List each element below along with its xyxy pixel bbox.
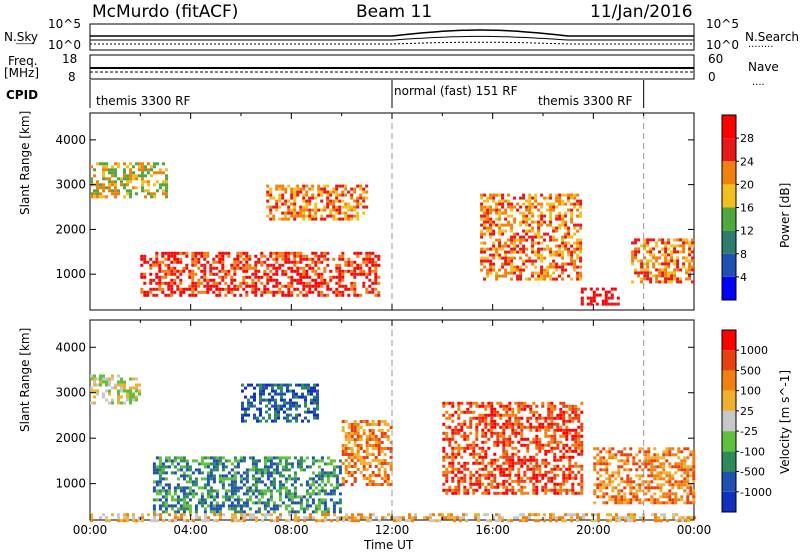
- power-colorbar-tick-label: 28: [740, 132, 754, 145]
- velocity-colorbar-cell: [722, 390, 736, 411]
- velocity-ytick-label: 2000: [55, 431, 86, 445]
- nsearch-label: N.Search: [745, 30, 800, 44]
- nave-dots: ....: [752, 77, 765, 88]
- power-colorbar-tick-label: 4: [740, 271, 747, 284]
- nsearch-tick-low: 10^0: [706, 38, 739, 52]
- nsky-underline: ____: [15, 35, 35, 45]
- nave-tick-high: 60: [708, 52, 724, 66]
- power-ytick-label: 3000: [55, 178, 86, 192]
- velocity-echo-region: [90, 374, 141, 405]
- power-colorbar-cell: [722, 161, 736, 185]
- power-colorbar-cell: [722, 230, 736, 254]
- nsearch-trace: [90, 35, 694, 41]
- power-ytick-label: 4000: [55, 133, 86, 147]
- power-colorbar-tick-label: 24: [740, 155, 754, 168]
- velocity-colorbar-cell: [722, 330, 736, 351]
- nave-tick-low: 0: [708, 70, 716, 84]
- power-colorbar-cell: [722, 207, 736, 231]
- velocity-colorbar-tick-label: 1000: [740, 344, 768, 357]
- velocity-colorbar-cell: [722, 410, 736, 432]
- time-xlabel: Time UT: [364, 538, 414, 552]
- velocity-echo-region: [341, 420, 393, 486]
- power-echo-region: [631, 238, 695, 284]
- freq-tick-low: 8: [68, 70, 76, 84]
- nsearch-tick-high: 10^5: [706, 17, 739, 31]
- velocity-colorbar-tick-label: 25: [740, 405, 754, 418]
- cpid-label: CPID: [6, 88, 39, 102]
- nsearch-dots: ........: [748, 39, 773, 50]
- velocity-ytick-label: 4000: [55, 340, 86, 354]
- velocity-echo-region: [442, 401, 584, 495]
- date-title: 11/Jan/2016: [590, 2, 693, 22]
- power-ytick-label: 1000: [55, 267, 86, 281]
- velocity-colorbar-cell: [722, 431, 736, 452]
- time-xtick-label: 04:00: [173, 523, 208, 537]
- time-xtick-label: 00:00: [73, 523, 108, 537]
- freq-label: Freq.: [8, 54, 38, 68]
- freq-unit-label: [MHz]: [4, 66, 40, 80]
- velocity-colorbar-tick-label: -500: [740, 466, 765, 479]
- velocity-colorbar-cell: [722, 350, 736, 371]
- nsky-tick-high: 10^5: [48, 17, 81, 31]
- velocity-colorbar-frame: [721, 329, 737, 513]
- time-xtick-label: 20:00: [576, 523, 611, 537]
- station-title: McMurdo (fitACF): [92, 2, 239, 22]
- power-echo-region: [266, 184, 369, 221]
- velocity-colorbar-tick-label: 500: [740, 364, 761, 377]
- cpid-segment-label: normal (fast) 151 RF: [394, 84, 518, 98]
- time-xtick-label: 00:00: [677, 523, 712, 537]
- power-colorbar-cell: [722, 115, 736, 139]
- power-colorbar-cell: [722, 184, 736, 208]
- power-ytick-label: 2000: [55, 222, 86, 236]
- velocity-echo-region: [152, 456, 342, 514]
- velocity-ytick-label: 1000: [55, 477, 86, 491]
- beam-title: Beam 11: [356, 2, 433, 22]
- nsky-strip-frame: [89, 23, 695, 51]
- velocity-colorbar-cell: [722, 471, 736, 492]
- power-colorbar-cell: [722, 138, 736, 162]
- velocity-colorbar-cell: [722, 370, 736, 391]
- nsky-trace: [90, 29, 694, 37]
- velocity-colorbar-tick-label: -1000: [740, 486, 772, 499]
- power-colorbar-tick-label: 8: [740, 248, 747, 261]
- power-echo-region: [140, 251, 381, 297]
- velocity-echo-region: [241, 383, 319, 423]
- freq-tick-high: 18: [62, 52, 78, 66]
- time-xtick-label: 08:00: [274, 523, 309, 537]
- power-echo-region: [90, 162, 168, 199]
- power-colorbar-cell: [722, 276, 736, 300]
- velocity-ytick-label: 3000: [55, 386, 86, 400]
- power-colorbar-tick-label: 16: [740, 202, 754, 215]
- power-colorbar-cell: [722, 253, 736, 277]
- power-echo-region: [580, 287, 620, 306]
- velocity-colorbar-tick-label: -100: [740, 445, 765, 458]
- cpid-segment-label: themis 3300 RF: [538, 94, 633, 108]
- velocity-colorbar-tick-label: -25: [740, 425, 758, 438]
- time-xtick-label: 12:00: [375, 523, 410, 537]
- velocity-echo-region: [90, 513, 696, 523]
- nave-label: Nave: [748, 60, 779, 74]
- velocity-colorbar-cell: [722, 451, 736, 472]
- nave-trace: [90, 41, 694, 45]
- power-colorbar-tick-label: 12: [740, 225, 754, 238]
- nsky-label: N.Sky: [4, 30, 39, 44]
- velocity-colorbar-cell: [722, 491, 736, 512]
- velocity-echo-region: [593, 447, 696, 505]
- nsky-tick-low: 10^0: [48, 38, 81, 52]
- power-colorbar-tick-label: 20: [740, 178, 754, 191]
- power-echo-region: [480, 193, 583, 281]
- cpid-segment-label: themis 3300 RF: [96, 94, 191, 108]
- time-xtick-label: 16:00: [475, 523, 510, 537]
- velocity-colorbar-tick-label: 100: [740, 385, 761, 398]
